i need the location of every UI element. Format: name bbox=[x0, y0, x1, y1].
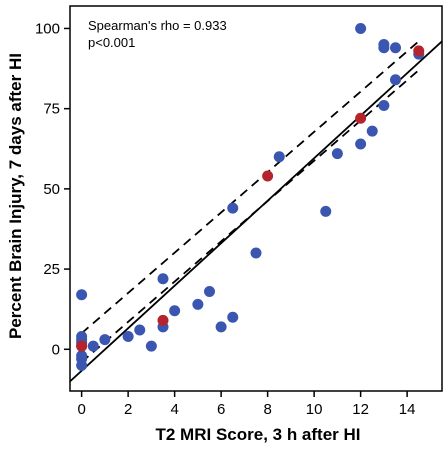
blue-point-20 bbox=[227, 311, 239, 323]
blue-point-31 bbox=[390, 42, 401, 54]
x-tick-label-12: 12 bbox=[352, 401, 369, 418]
blue-point-16 bbox=[192, 298, 204, 310]
blue-point-0 bbox=[76, 289, 88, 301]
blue-point-19 bbox=[227, 202, 239, 214]
x-tick-label-10: 10 bbox=[306, 401, 323, 418]
x-tick-label-14: 14 bbox=[399, 401, 416, 418]
x-tick-label-0: 0 bbox=[77, 401, 85, 418]
red-point-4 bbox=[413, 45, 425, 57]
red-point-2 bbox=[262, 170, 274, 182]
red-point-0 bbox=[76, 340, 88, 352]
blue-point-7 bbox=[76, 359, 88, 371]
blue-point-22 bbox=[273, 151, 285, 163]
y-tick-label-100: 100 bbox=[35, 20, 60, 37]
p-value-annotation: p<0.001 bbox=[88, 35, 135, 50]
tick-labels: 0 2 4 6 8 10 12 14 0 25 50 75 100 bbox=[35, 20, 416, 418]
blue-point-8 bbox=[87, 340, 99, 352]
blue-point-30 bbox=[378, 99, 390, 111]
x-axis-label: T2 MRI Score, 3 h after HI bbox=[156, 425, 361, 444]
blue-point-27 bbox=[366, 125, 378, 137]
axes bbox=[64, 5, 443, 397]
blue-point-17 bbox=[204, 286, 215, 298]
data-points bbox=[76, 22, 425, 371]
red-point-1 bbox=[157, 314, 169, 326]
x-tick-label-6: 6 bbox=[217, 401, 225, 418]
blue-point-29 bbox=[378, 42, 390, 54]
upper-confidence-band bbox=[81, 40, 420, 334]
plot-frame bbox=[69, 5, 443, 392]
blue-point-11 bbox=[134, 324, 146, 336]
blue-point-18 bbox=[215, 321, 227, 333]
y-tick-label-75: 75 bbox=[43, 101, 60, 118]
rho-annotation: Spearman's rho = 0.933 bbox=[88, 18, 227, 33]
x-tick-label-2: 2 bbox=[124, 401, 132, 418]
blue-point-12 bbox=[145, 340, 157, 352]
blue-point-13 bbox=[157, 273, 169, 285]
red-point-3 bbox=[355, 112, 367, 124]
x-tick-label-8: 8 bbox=[263, 401, 271, 418]
y-tick-label-0: 0 bbox=[52, 341, 60, 358]
blue-point-24 bbox=[331, 148, 343, 160]
y-tick-label-25: 25 bbox=[43, 261, 60, 278]
blue-point-25 bbox=[355, 22, 367, 34]
regression-lines bbox=[69, 40, 443, 383]
blue-point-21 bbox=[250, 247, 262, 259]
blue-point-26 bbox=[355, 138, 367, 150]
blue-point-15 bbox=[169, 305, 181, 317]
x-tick-label-4: 4 bbox=[170, 401, 178, 418]
blue-point-23 bbox=[320, 205, 332, 217]
y-tick-label-50: 50 bbox=[43, 181, 60, 198]
blue-point-10 bbox=[122, 330, 134, 342]
blue-point-32 bbox=[390, 74, 401, 86]
blue-point-9 bbox=[99, 334, 111, 346]
y-axis-label: Percent Brain Injury, 7 days after HI bbox=[6, 53, 25, 339]
